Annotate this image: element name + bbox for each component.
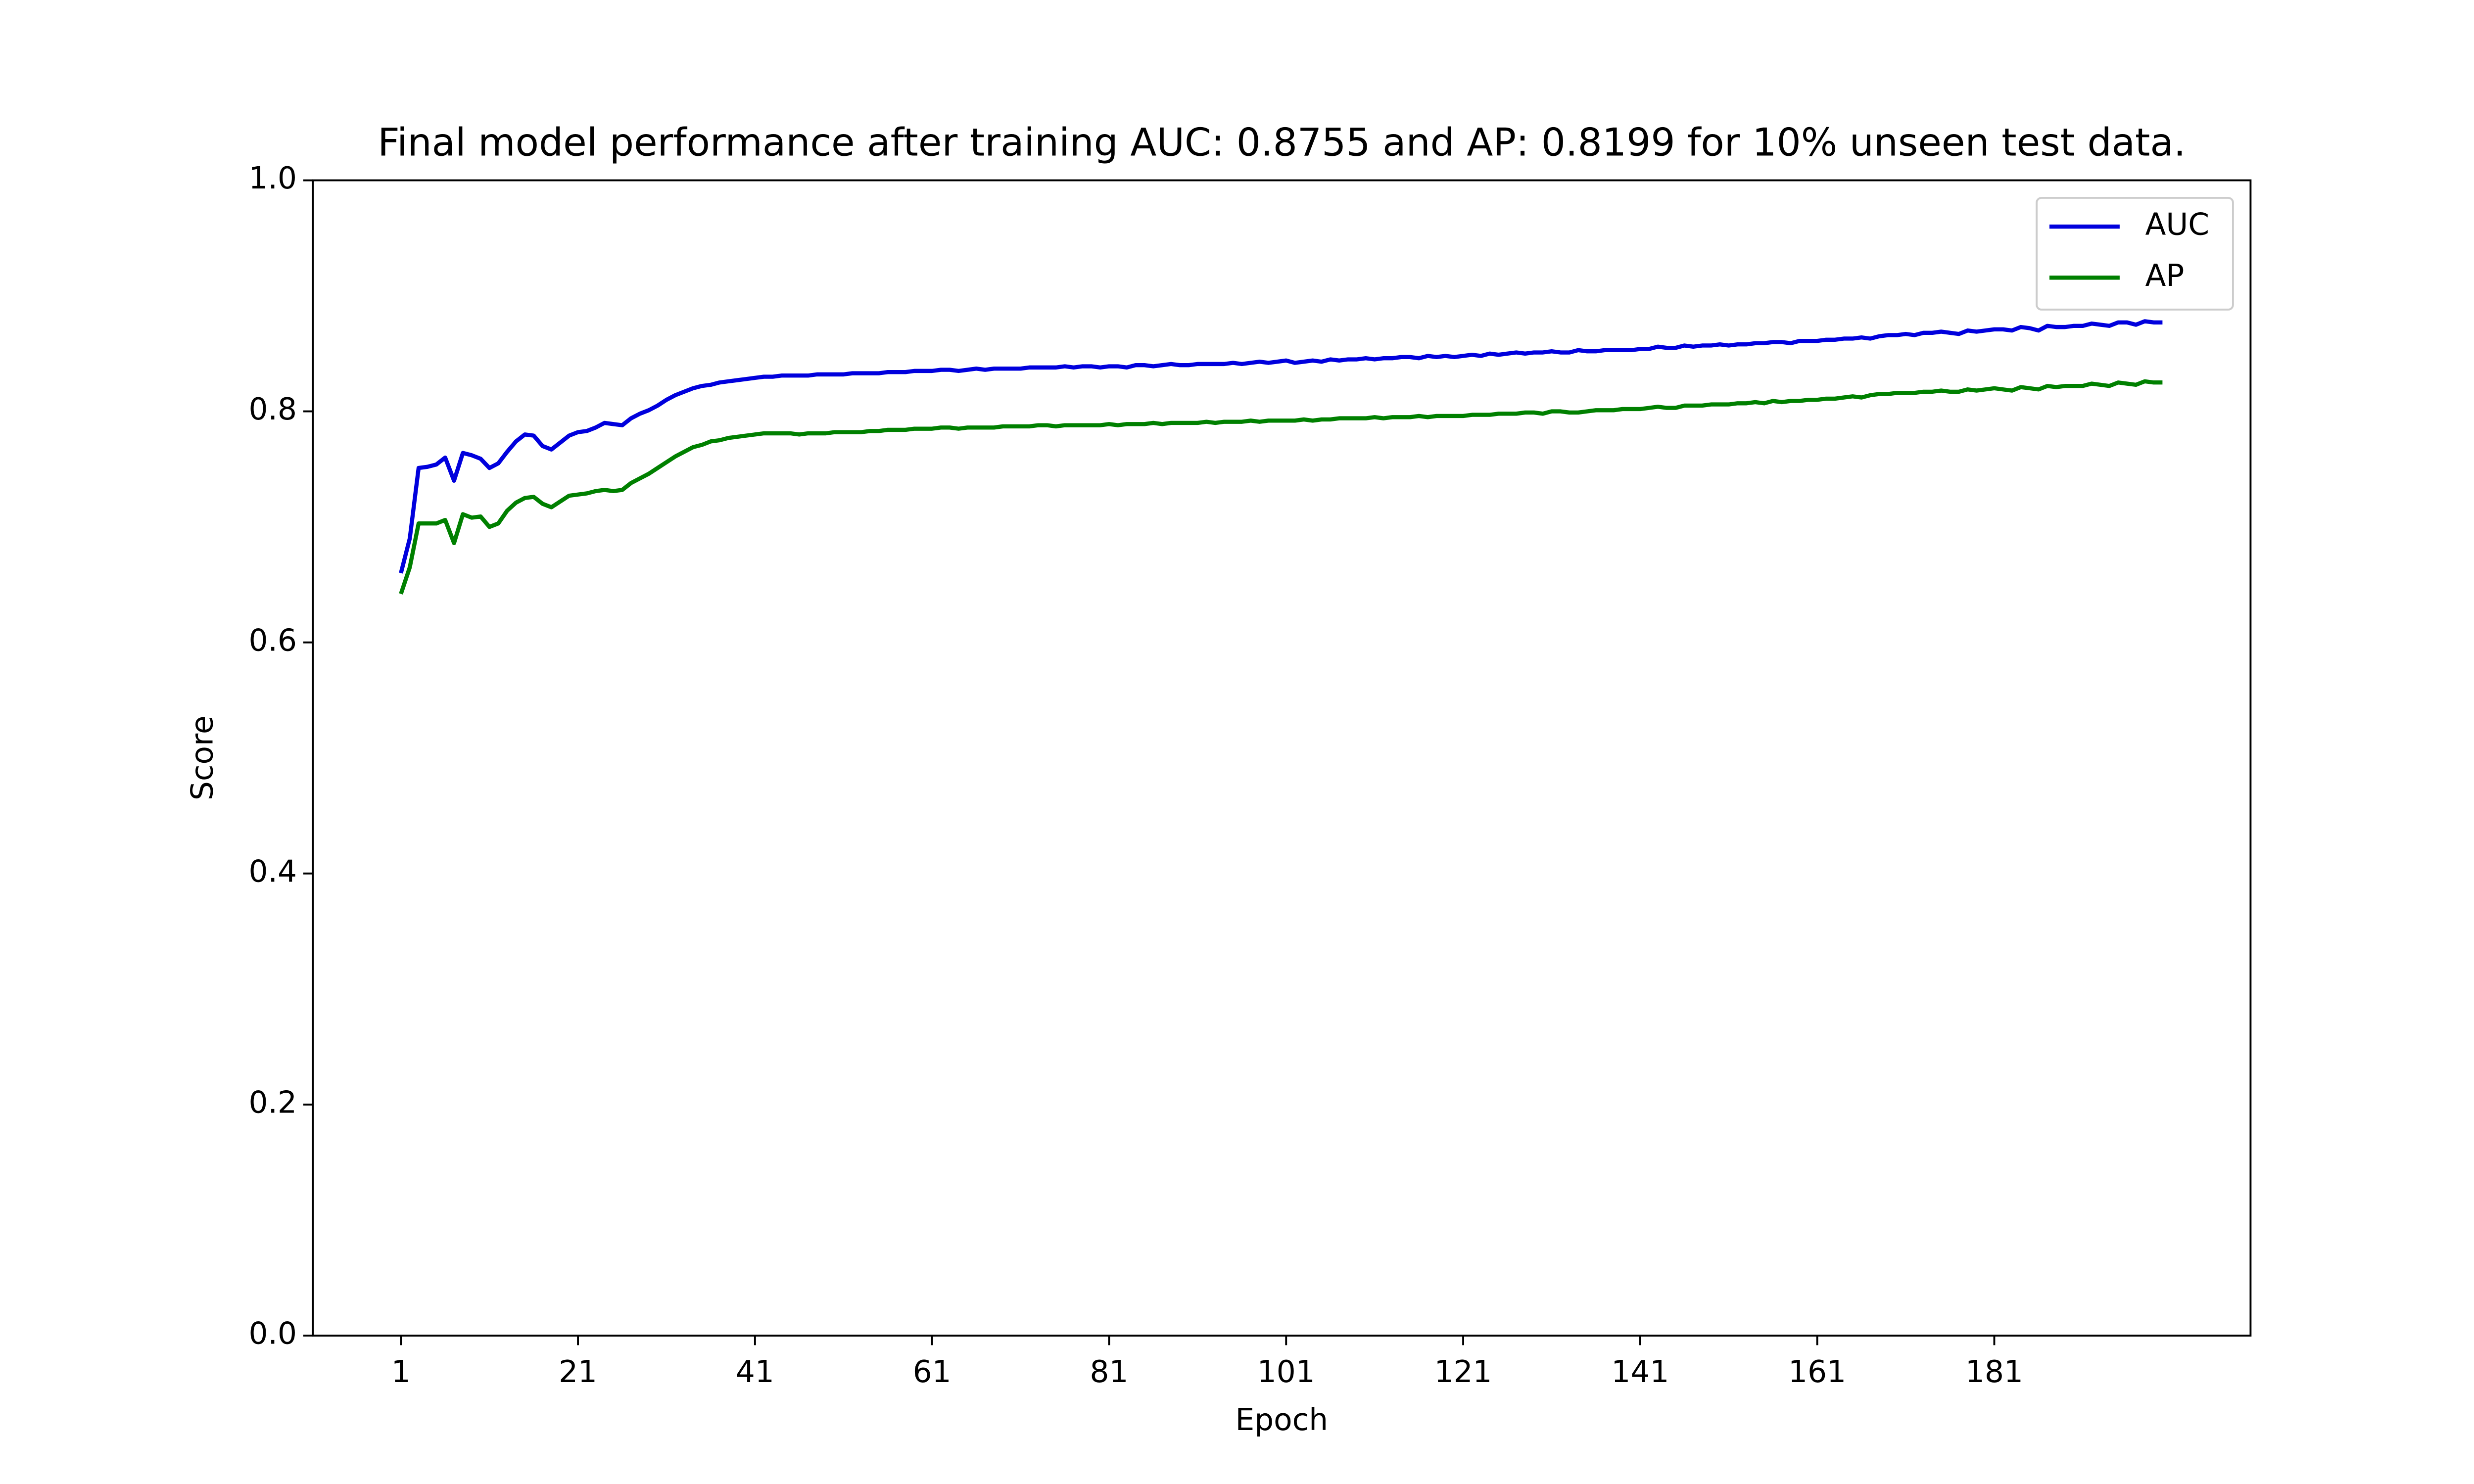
y-tick-label: 1.0 bbox=[249, 161, 297, 196]
x-tick-label: 1 bbox=[391, 1354, 411, 1390]
legend-label: AUC bbox=[2145, 207, 2209, 242]
chart-title: Final model performance after training A… bbox=[378, 121, 2186, 165]
y-tick-label: 0.4 bbox=[249, 854, 297, 889]
x-tick-label: 181 bbox=[1965, 1354, 2023, 1390]
x-tick-label: 41 bbox=[736, 1354, 774, 1390]
x-tick-label: 121 bbox=[1434, 1354, 1492, 1390]
y-tick-label: 0.8 bbox=[249, 392, 297, 427]
x-tick-label: 161 bbox=[1788, 1354, 1846, 1390]
y-tick-label: 0.0 bbox=[249, 1316, 297, 1351]
plot-frame bbox=[312, 179, 2252, 1337]
data-line bbox=[399, 379, 2163, 595]
x-tick-label: 81 bbox=[1090, 1354, 1128, 1390]
y-axis-label: Score bbox=[185, 715, 220, 800]
data-line bbox=[399, 319, 2163, 574]
x-tick-label: 61 bbox=[913, 1354, 952, 1390]
y-tick-label: 0.6 bbox=[249, 623, 297, 658]
legend-label: AP bbox=[2145, 258, 2184, 293]
y-tick-label: 0.2 bbox=[249, 1085, 297, 1120]
x-tick-label: 141 bbox=[1611, 1354, 1669, 1390]
x-tick-label: 101 bbox=[1257, 1354, 1315, 1390]
x-axis-label: Epoch bbox=[1235, 1402, 1328, 1438]
x-tick-label: 21 bbox=[559, 1354, 597, 1390]
